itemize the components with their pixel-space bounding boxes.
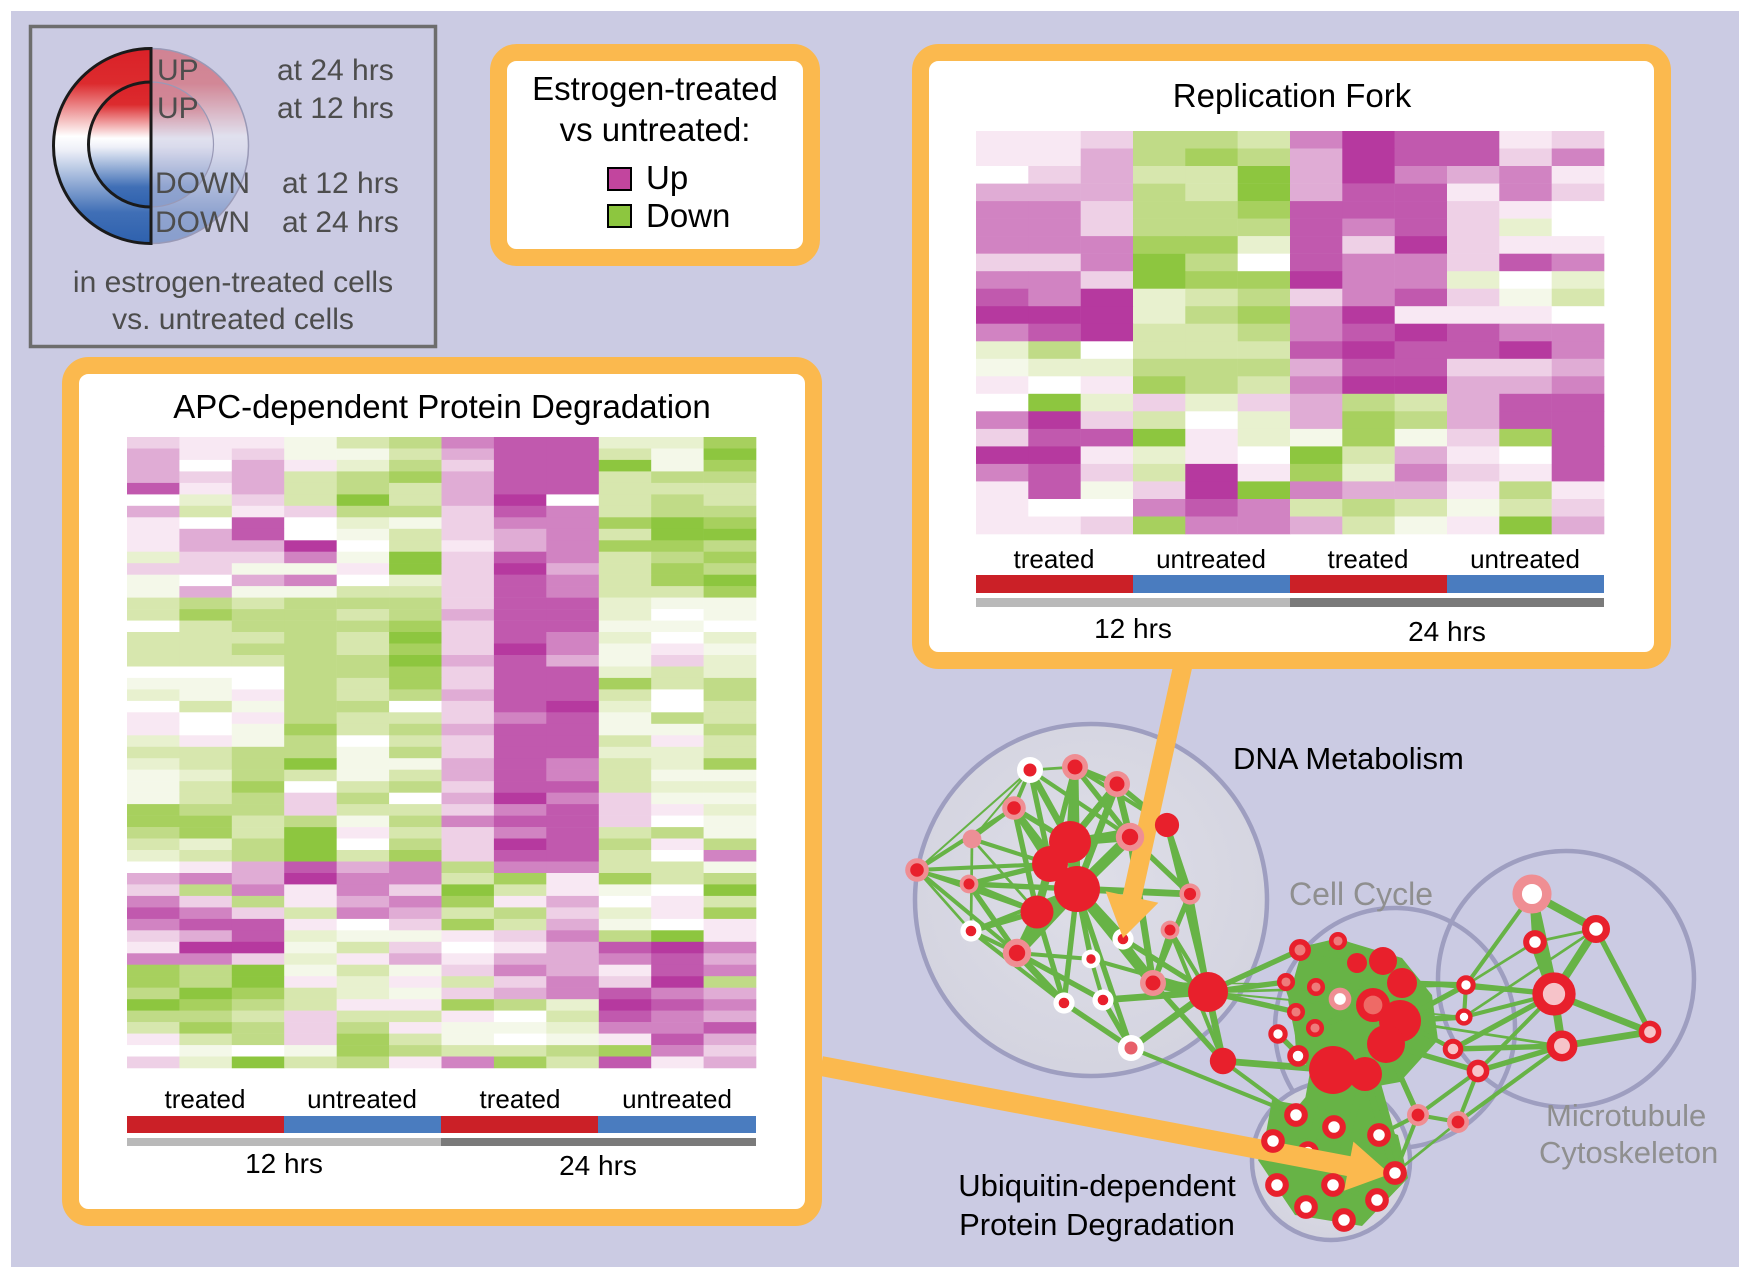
svg-text:Ubiquitin-dependent: Ubiquitin-dependent — [958, 1168, 1236, 1203]
svg-text:at 24 hrs: at 24 hrs — [282, 206, 399, 239]
svg-text:Protein Degradation: Protein Degradation — [959, 1207, 1235, 1242]
svg-text:treated: treated — [1014, 544, 1095, 574]
svg-text:UP: UP — [157, 92, 199, 125]
svg-text:vs. untreated cells: vs. untreated cells — [112, 303, 354, 336]
svg-text:vs untreated:: vs untreated: — [560, 111, 751, 148]
svg-text:at 12 hrs: at 12 hrs — [277, 92, 394, 125]
svg-text:DOWN: DOWN — [155, 206, 250, 239]
svg-text:Cytoskeleton: Cytoskeleton — [1539, 1135, 1718, 1170]
svg-text:APC-dependent Protein Degradat: APC-dependent Protein Degradation — [173, 388, 711, 425]
svg-text:DOWN: DOWN — [155, 167, 250, 200]
svg-text:UP: UP — [157, 54, 199, 87]
svg-text:24 hrs: 24 hrs — [1408, 616, 1486, 647]
svg-text:at 24 hrs: at 24 hrs — [277, 54, 394, 87]
svg-text:at 12 hrs: at 12 hrs — [282, 167, 399, 200]
svg-text:untreated: untreated — [307, 1084, 417, 1114]
svg-text:12 hrs: 12 hrs — [245, 1148, 323, 1179]
svg-text:Cell Cycle: Cell Cycle — [1289, 876, 1433, 912]
svg-text:DNA Metabolism: DNA Metabolism — [1233, 741, 1464, 776]
svg-text:in estrogen-treated cells: in estrogen-treated cells — [73, 266, 393, 299]
svg-text:untreated: untreated — [622, 1084, 732, 1114]
svg-text:Down: Down — [646, 197, 730, 234]
svg-text:12 hrs: 12 hrs — [1094, 613, 1172, 644]
svg-text:Estrogen-treated: Estrogen-treated — [532, 70, 778, 107]
svg-text:treated: treated — [165, 1084, 246, 1114]
svg-text:treated: treated — [1328, 544, 1409, 574]
svg-text:Replication Fork: Replication Fork — [1173, 77, 1412, 114]
svg-text:Microtubule: Microtubule — [1546, 1098, 1706, 1133]
svg-text:untreated: untreated — [1470, 544, 1580, 574]
svg-text:untreated: untreated — [1156, 544, 1266, 574]
svg-text:treated: treated — [480, 1084, 561, 1114]
svg-text:Up: Up — [646, 159, 688, 196]
svg-text:24 hrs: 24 hrs — [559, 1150, 637, 1181]
